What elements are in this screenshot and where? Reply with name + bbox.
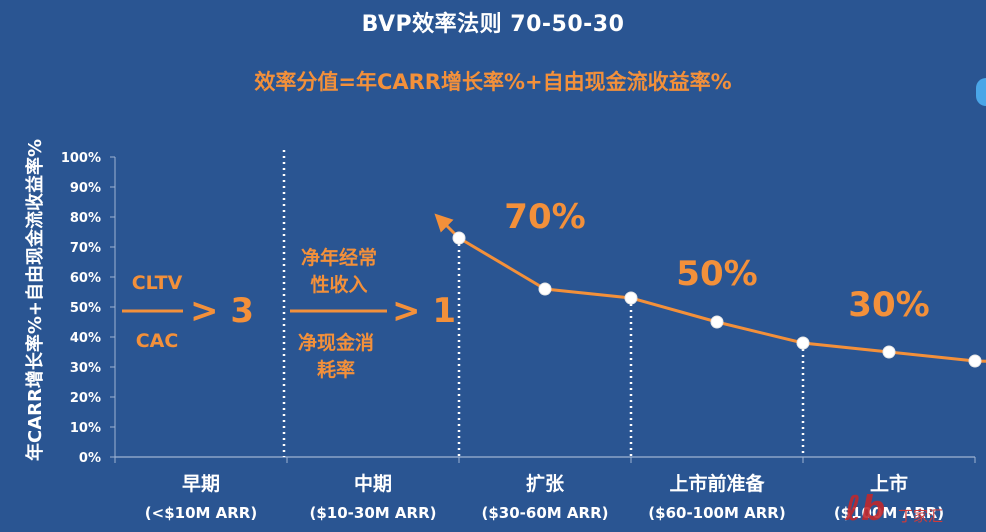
stage-arr-label: ($60-100M ARR) (648, 504, 785, 522)
x-axis (114, 456, 976, 463)
y-tick-label: 30% (70, 361, 101, 376)
y-tick-label: 90% (70, 181, 101, 196)
efficiency-series (434, 213, 986, 457)
y-tick-label: 60% (70, 271, 101, 286)
stage-arr-label: ($10-30M ARR) (310, 504, 437, 522)
ratio-threshold-3: > 3 (190, 291, 254, 331)
stage-target-label: 70% (504, 197, 585, 237)
edge-badge-icon (976, 78, 986, 106)
stage-name-label: 早期 (182, 473, 220, 495)
y-tick-label: 40% (70, 331, 101, 346)
stage-arr-label: ($100M ARR) (834, 504, 944, 522)
stage-arr-label: (<$10M ARR) (145, 504, 257, 522)
stage-name-label: 上市 (870, 472, 908, 495)
data-point (796, 336, 810, 350)
stage-labels: 早期 (<$10M ARR) 中期 ($10-30M ARR) 扩张 ($30-60M A… (145, 472, 944, 522)
data-point (538, 282, 552, 296)
ratio-denominator-cac: CAC (136, 330, 179, 352)
y-axis: 0% 10% 20% 30% 40% 50% 60% 70% 80% 90% 100% (61, 151, 116, 466)
stage-name-label: 中期 (354, 472, 392, 495)
y-tick-label: 10% (70, 421, 101, 436)
stage-target-label: 30% (848, 285, 929, 325)
data-point (452, 231, 466, 245)
stage-target-label: 50% (676, 254, 757, 294)
ratio-numerator-net-arr: 净年经常性收入 (301, 246, 377, 296)
watermark-text: 丁家汇 (898, 507, 943, 525)
data-point (968, 354, 982, 368)
ratio-numerator-cltv: CLTV (132, 272, 183, 294)
data-point (710, 315, 724, 329)
watermark-logo-icon: ℓb (844, 489, 885, 529)
data-point (882, 345, 896, 359)
y-tick-label: 50% (70, 301, 101, 316)
y-tick-label: 20% (70, 391, 101, 406)
y-tick-label: 0% (79, 451, 101, 466)
data-point (624, 291, 638, 305)
ratio-denominator-burn: 净现金消耗率 (298, 331, 374, 381)
stage-arr-label: ($30-60M ARR) (482, 504, 609, 522)
trend-arrow-right (974, 359, 986, 363)
stage-name-label: 扩张 (526, 473, 565, 495)
y-tick-label: 100% (61, 151, 101, 166)
mid-stage-ratio: 净年经常性收入 净现金消耗率 > 1 (290, 246, 456, 381)
y-tick-label: 80% (70, 211, 101, 226)
stage-name-label: 上市前准备 (669, 472, 765, 495)
stage-targets: 70% 50% 30% (504, 197, 929, 325)
ratio-threshold-1: > 1 (392, 291, 456, 331)
formula-subtitle: 效率分值=年CARR增长率%+自由现金流收益率% (254, 70, 732, 94)
slide-title: BVP效率法则 70-50-30 (361, 12, 625, 37)
early-stage-ratio: CLTV CAC > 3 (122, 272, 254, 352)
y-tick-label: 70% (70, 241, 101, 256)
